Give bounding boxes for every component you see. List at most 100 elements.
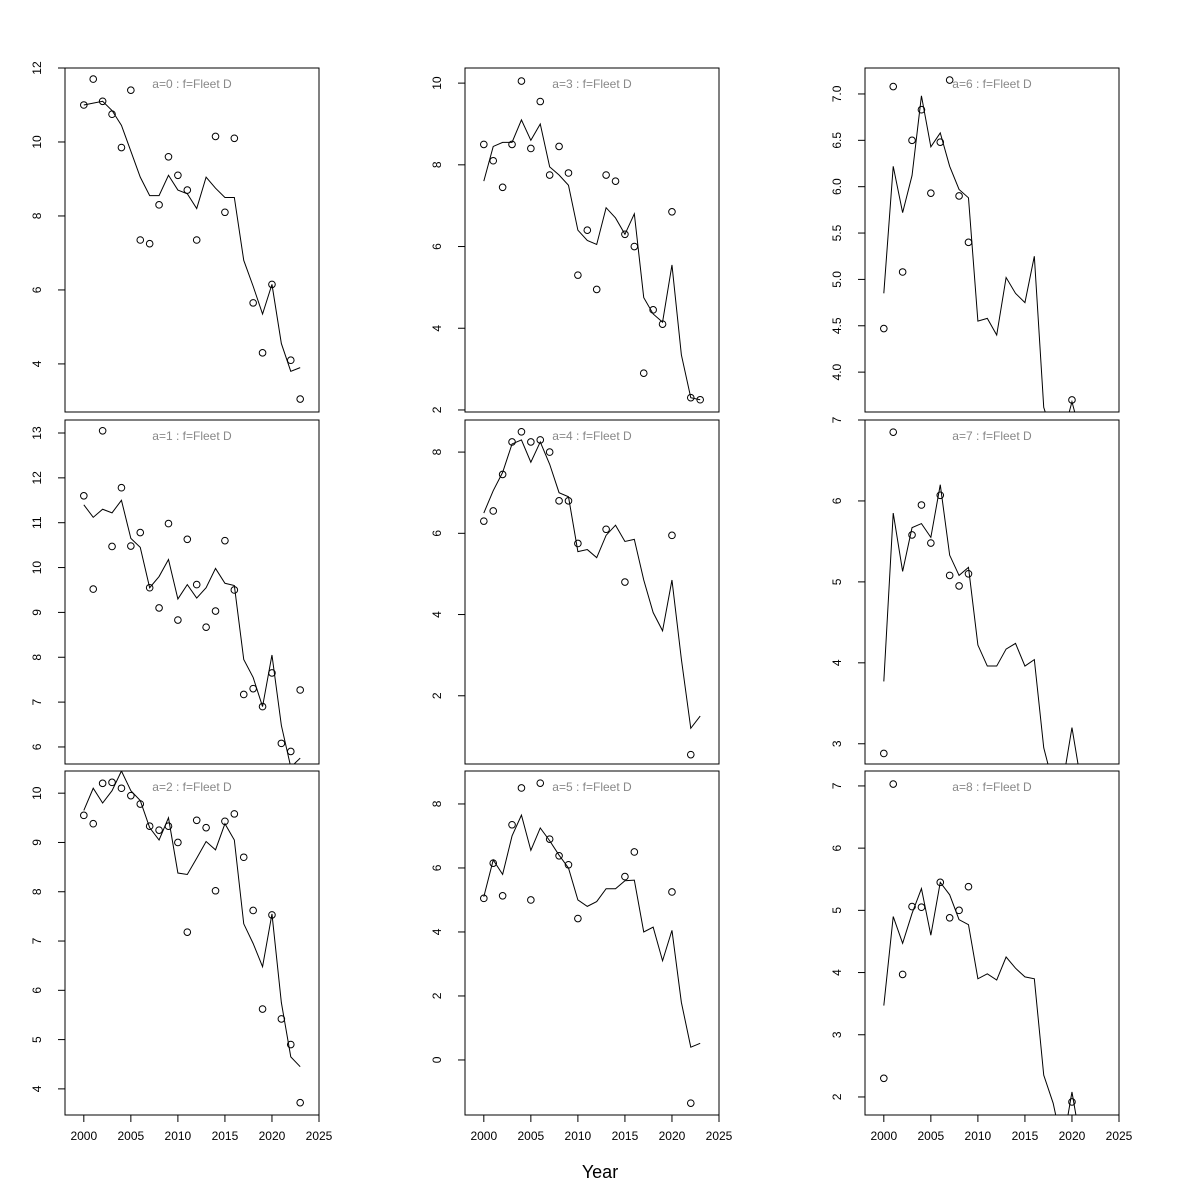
observed-point — [286, 1040, 295, 1049]
y-tick-label: 6 — [430, 530, 444, 537]
fitted-line — [83, 100, 301, 372]
panel-title: a=2 : f=Fleet D — [152, 780, 232, 794]
observed-point — [527, 144, 535, 153]
y-tick-label: 5.0 — [830, 271, 844, 288]
observed-point — [249, 299, 257, 307]
observed-point — [889, 82, 898, 91]
observed-point — [527, 896, 535, 904]
observed-point — [268, 280, 276, 289]
observed-point — [945, 571, 954, 580]
observed-point — [574, 914, 582, 923]
x-tick-label: 2015 — [612, 1129, 639, 1143]
y-tick-label: 10 — [30, 561, 44, 575]
observed-point — [98, 779, 107, 788]
observed-point — [508, 820, 516, 829]
y-tick-label: 9 — [30, 839, 44, 846]
x-tick-label: 2020 — [259, 1129, 286, 1143]
panel-title: a=0 : f=Fleet D — [152, 77, 232, 91]
y-tick-label: 6 — [30, 743, 44, 750]
plot-frame — [64, 419, 320, 765]
observed-point — [927, 189, 935, 197]
observed-point — [955, 192, 963, 200]
observed-point — [296, 395, 304, 403]
observed-point — [117, 784, 126, 793]
observed-point — [183, 535, 192, 544]
plot-frame — [64, 770, 320, 1116]
observed-point — [117, 143, 126, 152]
observed-point — [898, 268, 907, 276]
y-tick-label: 12 — [30, 471, 44, 485]
y-tick-label: 6 — [430, 864, 444, 871]
y-tick-label: 10 — [30, 135, 44, 149]
panel-title: a=6 : f=Fleet D — [952, 77, 1032, 91]
panel-title: a=3 : f=Fleet D — [552, 77, 632, 91]
plot-frame — [464, 770, 720, 1116]
y-tick-label: 8 — [30, 888, 44, 895]
observed-point — [889, 780, 898, 788]
observed-point — [517, 77, 526, 85]
observed-point — [211, 132, 220, 141]
fitted-line — [483, 118, 701, 401]
observed-point — [155, 201, 163, 209]
observed-point — [164, 519, 173, 528]
plot-area — [880, 780, 1077, 1115]
observed-point — [155, 826, 163, 834]
observed-point — [630, 848, 639, 856]
observed-point — [621, 872, 629, 881]
y-tick-label: 10 — [430, 76, 444, 90]
observed-point — [258, 702, 267, 711]
plot-area — [480, 779, 701, 1107]
y-tick-label: 2 — [430, 992, 444, 999]
observed-point — [127, 86, 135, 94]
observed-point — [592, 285, 601, 294]
observed-point — [192, 580, 201, 589]
observed-point — [277, 739, 286, 748]
observed-point — [545, 448, 554, 456]
observed-point — [927, 539, 935, 547]
observed-point — [89, 819, 98, 828]
observed-point — [192, 236, 201, 244]
y-tick-label: 5.5 — [830, 224, 844, 241]
observed-point — [517, 784, 526, 792]
observed-point — [127, 542, 135, 550]
observed-point — [880, 324, 888, 333]
plot-frame — [464, 67, 720, 413]
y-tick-label: 7 — [830, 416, 844, 423]
y-tick-label: 2 — [430, 692, 444, 699]
observed-point — [183, 928, 192, 936]
observed-point — [258, 349, 267, 357]
observed-point — [639, 369, 648, 377]
observed-point — [583, 226, 592, 234]
y-tick-label: 4 — [430, 611, 444, 618]
observed-point — [696, 395, 704, 404]
observed-point — [286, 356, 295, 365]
panel-title: a=1 : f=Fleet D — [152, 429, 232, 443]
y-tick-label: 13 — [30, 426, 44, 440]
observed-point — [630, 242, 639, 251]
observed-point — [908, 531, 916, 539]
y-tick-label: 7.0 — [830, 85, 844, 102]
y-tick-label: 12 — [30, 61, 44, 75]
observed-point — [536, 97, 545, 106]
observed-point — [936, 491, 945, 500]
x-tick-label: 2010 — [565, 1129, 592, 1143]
y-tick-label: 7 — [830, 782, 844, 789]
observed-point — [555, 497, 563, 505]
y-tick-label: 10 — [30, 786, 44, 800]
x-tick-label: 2005 — [118, 1129, 145, 1143]
observed-point — [555, 142, 563, 151]
observed-point — [686, 1099, 695, 1107]
x-tick-label: 2025 — [1106, 1129, 1133, 1143]
plot-area — [80, 426, 304, 764]
y-tick-label: 4 — [830, 969, 844, 976]
observed-point — [536, 779, 545, 787]
y-tick-label: 7 — [30, 937, 44, 944]
y-tick-label: 4.0 — [830, 363, 844, 380]
observed-point — [174, 616, 182, 624]
observed-point — [602, 525, 610, 534]
observed-point — [221, 208, 229, 217]
x-tick-label: 2025 — [306, 1129, 333, 1143]
observed-point — [668, 531, 676, 540]
y-tick-label: 2 — [430, 406, 444, 413]
x-tick-label: 2025 — [706, 1129, 733, 1143]
